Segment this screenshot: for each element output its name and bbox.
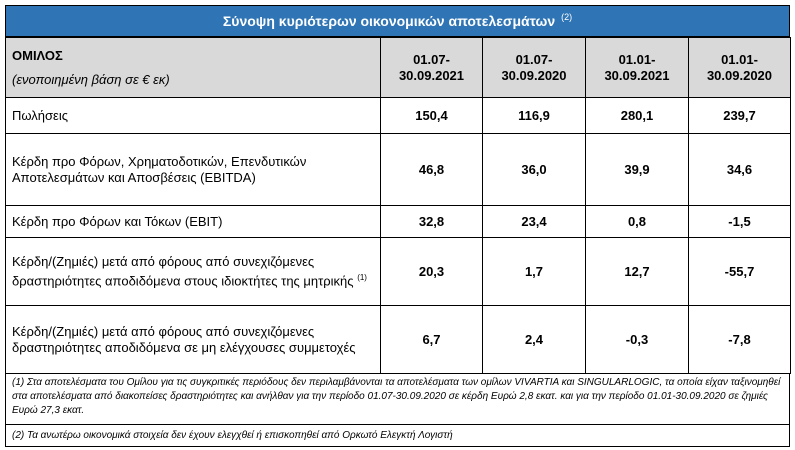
- row-footnote-ref: (1): [357, 272, 367, 282]
- group-subtitle: (ενοποιημένη βάση σε € εκ): [12, 71, 170, 87]
- period-header: 01.01- 30.09.2021: [585, 37, 689, 98]
- row-label: Κέρδη/(Ζημιές) μετά από φόρους από συνεχ…: [5, 237, 381, 306]
- row-value: 2,4: [482, 305, 586, 374]
- row-value: 23,4: [482, 205, 586, 238]
- row-value: 1,7: [482, 237, 586, 306]
- period-header: 01.01- 30.09.2020: [688, 37, 791, 98]
- row-value: -7,8: [688, 305, 791, 374]
- row-value: -0,3: [585, 305, 689, 374]
- table-title: Σύνοψη κυριότερων οικονομικών αποτελεσμά…: [222, 13, 556, 29]
- row-value: -1,5: [688, 205, 791, 238]
- table-row: Πωλήσεις 150,4 116,9 280,1 239,7: [5, 97, 791, 134]
- row-label: Κέρδη προ Φόρων, Χρηματοδοτικών, Επενδυτ…: [5, 133, 381, 206]
- group-header-cell: ΟΜΙΛΟΣ (ενοποιημένη βάση σε € εκ): [5, 37, 381, 98]
- table-row: Κέρδη/(Ζημιές) μετά από φόρους από συνεχ…: [5, 305, 791, 374]
- group-name: ΟΜΙΛΟΣ: [12, 47, 63, 63]
- row-value: 46,8: [380, 133, 483, 206]
- row-value: 36,0: [482, 133, 586, 206]
- table-row: Κέρδη προ Φόρων, Χρηματοδοτικών, Επενδυτ…: [5, 133, 791, 206]
- period-header: 01.07- 30.09.2021: [380, 37, 483, 98]
- title-footnote-ref: (2): [561, 12, 573, 22]
- header-row: ΟΜΙΛΟΣ (ενοποιημένη βάση σε € εκ) 01.07-…: [5, 37, 791, 98]
- row-value: 150,4: [380, 97, 483, 134]
- row-value: 0,8: [585, 205, 689, 238]
- table-title-bar: Σύνοψη κυριότερων οικονομικών αποτελεσμά…: [5, 5, 790, 37]
- row-value: 6,7: [380, 305, 483, 374]
- row-value: 239,7: [688, 97, 791, 134]
- row-value: 32,8: [380, 205, 483, 238]
- period-header: 01.07- 30.09.2020: [482, 37, 586, 98]
- table-row: Κέρδη/(Ζημιές) μετά από φόρους από συνεχ…: [5, 237, 791, 306]
- row-label: Πωλήσεις: [5, 97, 381, 134]
- table-row: Κέρδη προ Φόρων και Τόκων (EBIT) 32,8 23…: [5, 205, 791, 238]
- row-value: 116,9: [482, 97, 586, 134]
- row-label: Κέρδη προ Φόρων και Τόκων (EBIT): [5, 205, 381, 238]
- row-value: 280,1: [585, 97, 689, 134]
- row-value: 20,3: [380, 237, 483, 306]
- row-value: -55,7: [688, 237, 791, 306]
- row-value: 34,6: [688, 133, 791, 206]
- results-table: ΟΜΙΛΟΣ (ενοποιημένη βάση σε € εκ) 01.07-…: [5, 37, 791, 374]
- row-value: 39,9: [585, 133, 689, 206]
- row-value: 12,7: [585, 237, 689, 306]
- footnote-1: (1) Στα αποτελέσματα του Ομίλου για τις …: [5, 373, 790, 425]
- footnote-2: (2) Τα ανωτέρω οικονομικά στοιχεία δεν έ…: [5, 425, 790, 447]
- row-label: Κέρδη/(Ζημιές) μετά από φόρους από συνεχ…: [5, 305, 381, 374]
